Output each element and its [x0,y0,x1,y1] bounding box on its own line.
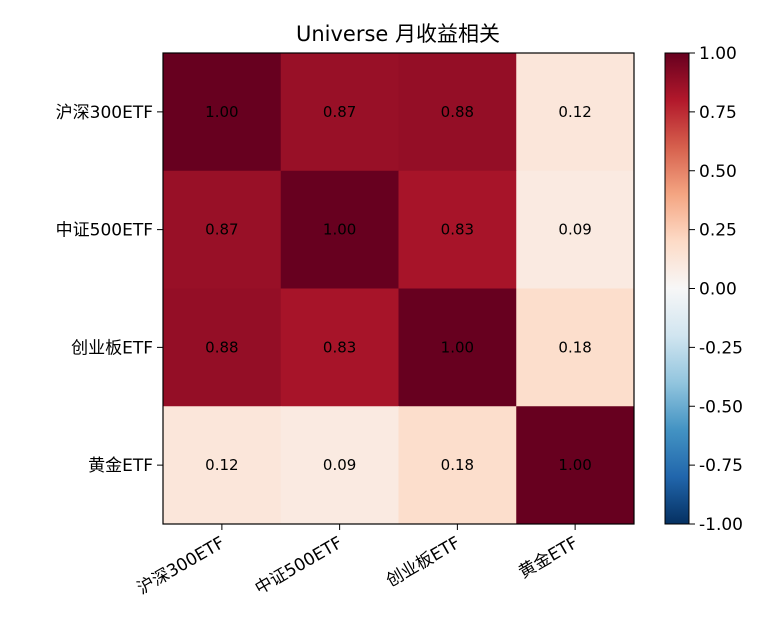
heatmap-cell [163,170,282,289]
x-tick-label: 中证500ETF [252,533,346,599]
cell-value-label: 0.87 [323,103,356,121]
heatmap-frame [162,52,635,525]
cell-value-label: 0.88 [205,338,238,356]
cell-value-label: 1.00 [558,456,591,474]
heatmap-cell [163,53,282,172]
heatmap-cell [516,406,635,525]
y-tick-label: 中证500ETF [56,221,153,241]
heatmap-cell [516,53,635,172]
chart-title: Universe 月收益相关 [296,22,500,46]
heatmap-cells [163,53,635,525]
cell-value-label: 1.00 [323,221,356,239]
colorbar-tick-label: -0.50 [699,397,743,417]
cell-value-label: 0.09 [323,456,356,474]
heatmap-cell [516,288,635,407]
heatmap-cell [398,406,517,525]
cell-value-label: 0.87 [205,221,238,239]
heatmap-cell [280,53,399,172]
y-tick-label: 创业板ETF [71,338,153,358]
heatmap-cell [163,288,282,407]
heatmap-cell [280,288,399,407]
colorbar-tick-label: 0.25 [699,221,737,241]
colorbar-tick-label: -0.75 [699,456,743,476]
colorbar-tick-label: -0.25 [699,338,743,358]
colorbar-tick-label: 0.00 [699,280,737,300]
y-axis-ticks: 沪深300ETF 中证500ETF 创业板ETF 黄金ETF [56,103,163,476]
cell-value-label: 0.83 [323,338,356,356]
cell-value-label: 1.00 [205,103,238,121]
cell-value-label: 0.12 [205,456,238,474]
colorbar-tick-label: -1.00 [699,515,743,535]
heatmap-cell [398,53,517,172]
heatmap-cell [280,406,399,525]
heatmap-cell [163,406,282,525]
heatmap-cell [516,170,635,289]
y-tick-label: 沪深300ETF [56,103,153,123]
x-tick-label: 沪深300ETF [134,533,228,599]
heatmap-cell [280,170,399,289]
x-tick-label: 黄金ETF [515,533,581,583]
cell-value-label: 1.00 [441,338,474,356]
cell-value-label: 0.88 [441,103,474,121]
colorbar-ticks: 1.00 0.75 0.50 0.25 0.00 -0.25 -0.50 -0.75 -1.00 [689,44,743,535]
heatmap-cell [398,288,517,407]
cell-value-label: 0.83 [441,221,474,239]
cell-value-label: 0.18 [558,338,591,356]
colorbar-tick-label: 0.50 [699,162,737,182]
heatmap-cell [398,170,517,289]
x-axis-ticks: 沪深300ETF 中证500ETF 创业板ETF 黄金ETF [134,524,582,599]
y-tick-label: 黄金ETF [88,456,153,476]
cell-value-label: 0.18 [441,456,474,474]
heatmap-cell-labels: 1.00 0.87 0.88 0.12 0.87 1.00 0.83 0.09 0.88 0.83… [205,103,592,474]
colorbar [664,52,690,525]
cell-value-label: 0.12 [558,103,591,121]
colorbar-tick-label: 1.00 [699,44,737,64]
colorbar-tick-label: 0.75 [699,103,737,123]
cell-value-label: 0.09 [558,221,591,239]
x-tick-label: 创业板ETF [383,533,464,591]
